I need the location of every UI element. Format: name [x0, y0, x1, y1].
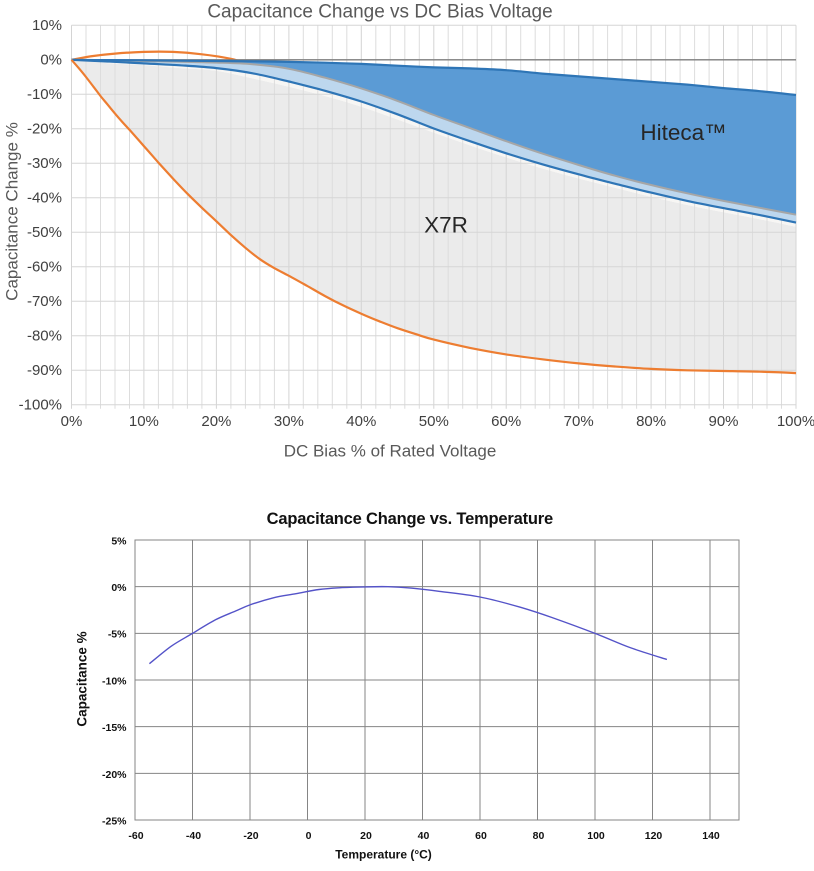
svg-text:0%: 0%	[40, 51, 62, 68]
svg-text:5%: 5%	[111, 535, 127, 547]
svg-text:-90%: -90%	[27, 362, 62, 379]
svg-text:-10%: -10%	[27, 86, 62, 103]
svg-text:-20%: -20%	[27, 120, 62, 137]
svg-text:80: 80	[533, 830, 545, 842]
svg-text:140: 140	[702, 830, 720, 842]
svg-text:Capacitance Change %: Capacitance Change %	[3, 122, 22, 301]
svg-text:100%: 100%	[777, 413, 814, 430]
svg-text:10%: 10%	[32, 17, 62, 34]
svg-text:-15%: -15%	[102, 722, 127, 734]
svg-text:-30%: -30%	[27, 155, 62, 172]
svg-text:70%: 70%	[564, 413, 594, 430]
svg-text:-25%: -25%	[102, 815, 127, 827]
svg-text:10%: 10%	[129, 413, 159, 430]
svg-text:-20%: -20%	[102, 769, 127, 781]
svg-text:Capacitance Change vs DC Bias: Capacitance Change vs DC Bias Voltage	[207, 2, 552, 23]
svg-text:-60%: -60%	[27, 258, 62, 275]
svg-text:Capacitance %: Capacitance %	[75, 631, 90, 726]
svg-text:0: 0	[306, 830, 312, 842]
svg-text:80%: 80%	[636, 413, 666, 430]
svg-text:-50%: -50%	[27, 224, 62, 241]
svg-text:-100%: -100%	[19, 396, 62, 413]
svg-text:0%: 0%	[111, 582, 127, 594]
svg-text:DC Bias % of Rated Voltage: DC Bias % of Rated Voltage	[284, 442, 497, 461]
svg-text:-70%: -70%	[27, 293, 62, 310]
svg-text:Capacitance Change vs. Tempera: Capacitance Change vs. Temperature	[267, 510, 553, 528]
svg-text:-40: -40	[186, 830, 201, 842]
svg-text:Temperature (°C): Temperature (°C)	[335, 848, 432, 862]
svg-text:50%: 50%	[419, 413, 449, 430]
svg-text:-5%: -5%	[108, 629, 127, 641]
svg-text:-20: -20	[243, 830, 258, 842]
svg-text:90%: 90%	[708, 413, 738, 430]
svg-text:0%: 0%	[61, 413, 83, 430]
svg-text:60: 60	[475, 830, 487, 842]
svg-text:-60: -60	[128, 830, 143, 842]
svg-text:100: 100	[587, 830, 605, 842]
svg-text:-40%: -40%	[27, 189, 62, 206]
svg-text:X7R: X7R	[424, 213, 468, 238]
svg-text:30%: 30%	[274, 413, 304, 430]
svg-text:60%: 60%	[491, 413, 521, 430]
svg-text:120: 120	[645, 830, 663, 842]
svg-text:20%: 20%	[201, 413, 231, 430]
svg-text:Hiteca™: Hiteca™	[640, 120, 726, 145]
svg-text:40%: 40%	[346, 413, 376, 430]
svg-text:-80%: -80%	[27, 327, 62, 344]
svg-text:20: 20	[360, 830, 372, 842]
svg-text:-10%: -10%	[102, 675, 127, 687]
svg-text:40: 40	[418, 830, 430, 842]
